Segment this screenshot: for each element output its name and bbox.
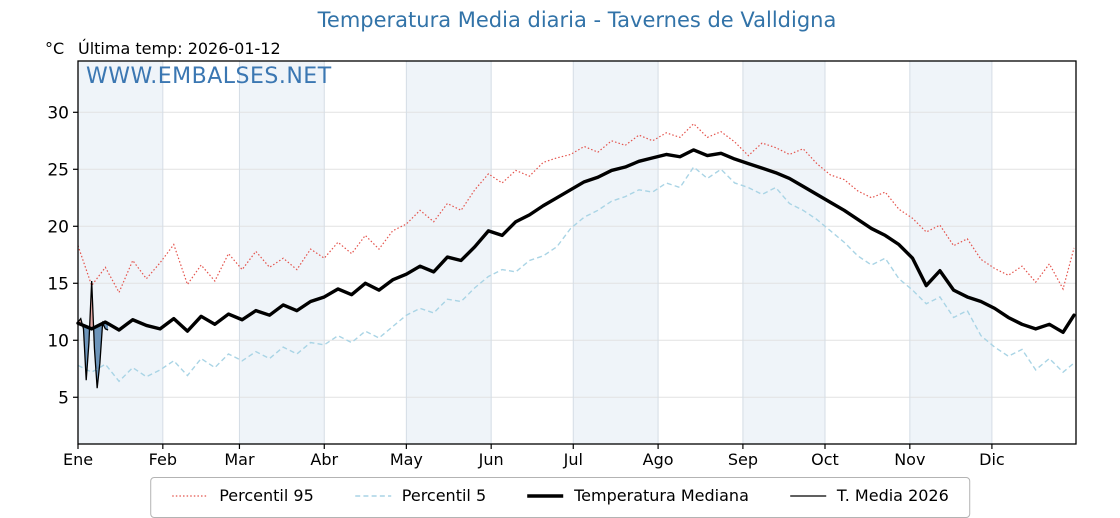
x-tick-label: May — [390, 450, 423, 469]
t-media-2026-line — [77, 280, 109, 389]
temperatura-mediana-line-swatch — [527, 493, 564, 498]
watermark-text: WWW.EMBALSES.NET — [86, 64, 332, 89]
x-tick-label: Jun — [478, 450, 504, 469]
month-band-sep — [742, 61, 825, 444]
legend-label: Percentil 5 — [401, 486, 487, 505]
x-tick-label: Sep — [728, 450, 758, 469]
y-tick-label: 5 — [58, 388, 69, 408]
x-tick-label: Abr — [310, 450, 338, 469]
y-tick-label: 15 — [47, 274, 69, 294]
legend-label: Percentil 95 — [219, 486, 314, 505]
page-title: Temperatura Media diaria - Tavernes de V… — [317, 8, 837, 32]
month-band-feb — [162, 61, 240, 444]
app-window: { "header": { "title": "Temperatura Medi… — [45, 8, 1077, 518]
month-band-mar — [239, 61, 325, 444]
month-band-ene — [78, 61, 163, 444]
month-band-jun — [491, 61, 574, 444]
x-tick-label: Oct — [811, 450, 839, 469]
month-band-jul — [573, 61, 659, 444]
x-tick-label: Ene — [63, 450, 93, 469]
plot-frame — [77, 60, 1077, 445]
legend-label: Temperatura Mediana — [574, 486, 749, 505]
last-temp-label: Última temp: 2026-01-12 — [78, 39, 281, 58]
temperature-chart: 5 10 15 20 25 30 Ene Feb Mar Abr May Jun Jul Ago Sep Oc… — [47, 60, 1077, 469]
legend-item-percentil-95: Percentil 95 — [171, 486, 314, 505]
month-band-may — [406, 61, 492, 444]
x-tick-label: Feb — [149, 450, 177, 469]
x-tick-label: Nov — [894, 450, 925, 469]
temperatura-mediana-line — [76, 148, 1076, 334]
percentil-95-line-swatch — [172, 494, 209, 497]
y-tick-label: 25 — [47, 160, 69, 180]
legend-item-temperatura-mediana: Temperatura Mediana — [526, 486, 749, 505]
y-tick-label: 10 — [47, 331, 69, 351]
y-tick-label: 30 — [47, 103, 69, 123]
legend-item-t-media-2026: T. Media 2026 — [789, 486, 949, 505]
percentil-5-line-swatch — [354, 494, 391, 497]
x-tick-label: Jul — [563, 450, 583, 469]
legend-item-percentil-5: Percentil 5 — [354, 486, 486, 505]
month-band-nov — [909, 61, 992, 444]
t-media-2026-line-swatch — [789, 494, 826, 497]
month-band-oct — [825, 61, 910, 444]
month-band-dic — [991, 61, 1076, 444]
y-tick-label: 20 — [47, 217, 69, 237]
month-band-ago — [658, 61, 743, 444]
month-band-abr — [324, 61, 407, 444]
y-axis-unit-label: °C — [45, 39, 65, 58]
x-tick-label: Dic — [979, 450, 1005, 469]
x-tick-label: Mar — [224, 450, 255, 469]
legend-label: T. Media 2026 — [836, 486, 949, 505]
percentil-5-line — [77, 165, 1075, 383]
chart-legend: Percentil 95 Percentil 5 Temperatura Med… — [150, 477, 970, 518]
x-tick-label: Ago — [643, 450, 674, 469]
